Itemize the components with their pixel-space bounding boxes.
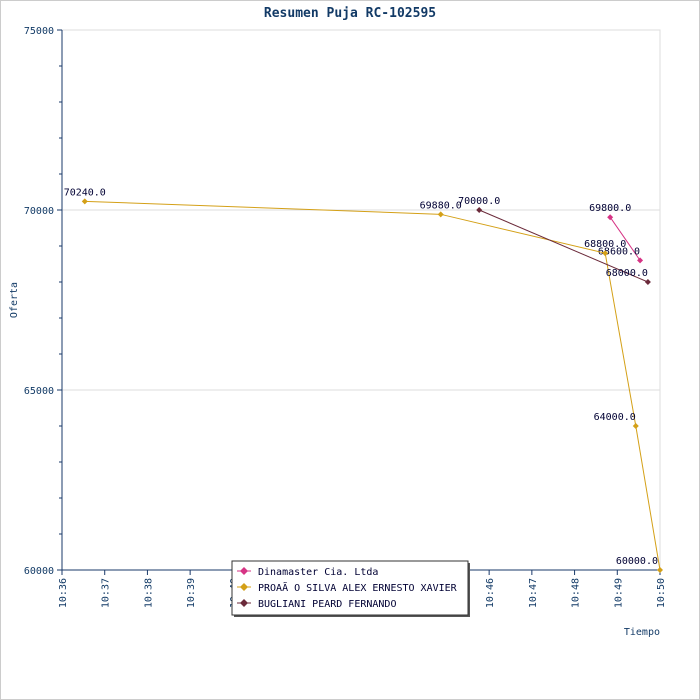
data-point	[476, 207, 483, 213]
data-label: 64000.0	[594, 412, 636, 423]
legend-swatch-marker	[240, 599, 248, 607]
x-tick-label: 10:46	[485, 578, 496, 608]
x-tick-label: 10:39	[186, 578, 197, 608]
series-line	[609, 216, 641, 261]
y-tick-label: 65000	[24, 386, 54, 397]
data-label: 68800.0	[584, 239, 626, 250]
y-tick-label: 60000	[24, 566, 54, 577]
x-tick-label: 10:38	[143, 578, 154, 608]
legend-entry-label: BUGLIANI PEARD FERNANDO	[258, 599, 396, 610]
data-label: 60000.0	[616, 556, 658, 567]
legend-box	[231, 560, 469, 616]
series-2: 70240.0 69880.0 68800.0 64000.0 60000.0	[64, 187, 663, 573]
data-label: 70000.0	[458, 196, 500, 207]
data-point	[437, 211, 444, 218]
x-tick-label: 10:48	[571, 578, 582, 608]
data-point	[644, 279, 651, 285]
data-point	[632, 423, 639, 429]
series-1: 69800.0 68600.0	[589, 203, 644, 264]
legend-swatch-marker	[240, 583, 248, 591]
data-point	[81, 198, 88, 205]
chart-title: Resumen Puja RC-102595	[264, 6, 436, 21]
series-line	[478, 209, 649, 283]
legend-entry-label: Dinamaster Cia. Ltda	[258, 567, 378, 578]
data-point	[637, 257, 644, 264]
data-point	[607, 214, 614, 221]
x-tick-label: 10:49	[613, 578, 624, 608]
grid-lines	[62, 209, 660, 391]
data-label: 70240.0	[64, 187, 106, 198]
x-tick-label: 10:50	[656, 578, 667, 608]
data-label: 69880.0	[420, 200, 462, 211]
legend-swatch-marker	[240, 567, 248, 575]
plot-area	[61, 29, 661, 571]
data-point	[602, 250, 609, 257]
y-axis-label: Oferta	[9, 282, 20, 318]
y-tick-label: 70000	[24, 206, 54, 217]
data-label: 69800.0	[589, 203, 631, 214]
data-point	[657, 567, 663, 573]
series-3: 70000.0 68000.0	[458, 196, 651, 285]
series-layer: 69800.0 68600.0 70240.0 69880.0 68800.0 64000…	[64, 187, 663, 573]
x-tick-label: 10:36	[58, 578, 69, 608]
data-label: 68000.0	[606, 268, 648, 279]
y-tick-label: 75000	[24, 26, 54, 37]
data-label: 68600.0	[598, 246, 640, 257]
x-tick-label: 10:37	[101, 578, 112, 608]
legend-entry-label: PROAÃ O SILVA ALEX ERNESTO XAVIER	[258, 581, 458, 594]
legend: Dinamaster Cia. Ltda PROAÃ O SILVA ALEX E…	[231, 560, 470, 617]
x-axis-label: Tiempo	[624, 627, 660, 638]
x-tick-label: 10:47	[528, 578, 539, 608]
